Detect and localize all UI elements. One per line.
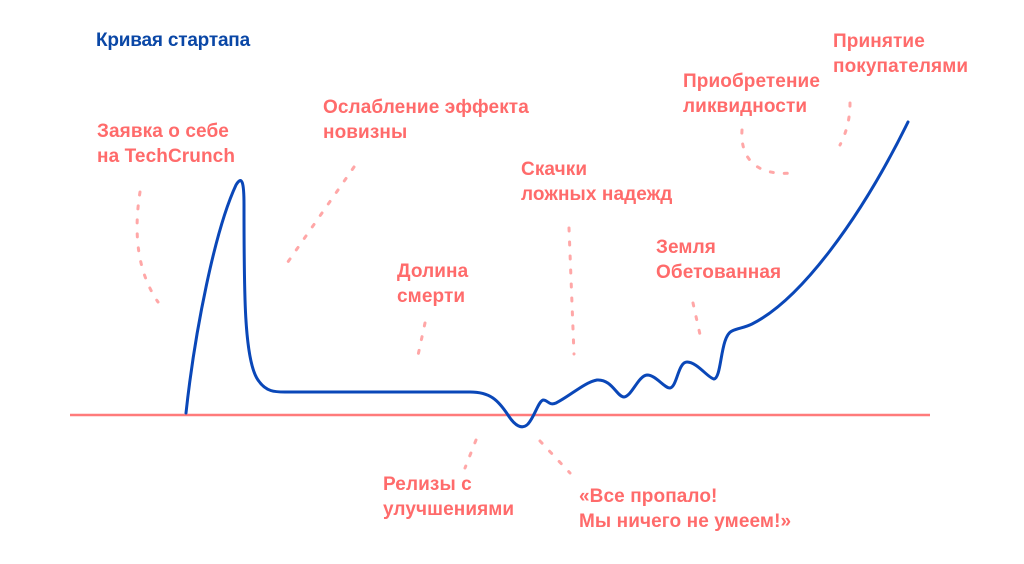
label-line: Обетованная	[656, 262, 782, 283]
label-line: Принятие	[833, 31, 925, 52]
leader-liquidity	[740, 128, 794, 175]
label-line: покупателями	[833, 56, 969, 77]
startup-curve	[184, 120, 910, 429]
leader-lines	[135, 101, 852, 475]
label-line: Земля	[656, 237, 716, 258]
label-line: новизны	[323, 122, 408, 143]
label-line: Скачки	[521, 159, 588, 180]
label-line: Заявка о себе	[97, 121, 229, 142]
leader-adoption	[838, 101, 852, 147]
label-line: Ослабление эффекта	[323, 97, 529, 118]
label-promised-land: Земля Обетованная	[656, 235, 781, 285]
label-liquidity: Приобретение ликвидности	[683, 69, 820, 119]
diagram-title: Кривая стартапа	[96, 30, 250, 51]
label-line: ложных надежд	[521, 184, 673, 205]
label-line: «Все пропало!	[579, 486, 718, 507]
label-line: на TechCrunch	[97, 146, 236, 167]
label-death-valley: Долина смерти	[397, 259, 468, 309]
label-line: ликвидности	[683, 96, 808, 117]
label-line: Приобретение	[683, 71, 821, 92]
label-techcrunch: Заявка о себе на TechCrunch	[97, 119, 235, 169]
leader-false-hope	[567, 226, 576, 356]
leader-promised-land	[691, 301, 703, 341]
label-line: Мы ничего не умеем!»	[579, 511, 792, 532]
label-releases: Релизы с улучшениями	[383, 472, 514, 522]
leader-novelty	[281, 165, 356, 271]
label-line: Релизы с	[383, 474, 472, 495]
label-all-lost: «Все пропало! Мы ничего не умеем!»	[579, 484, 791, 534]
leader-techcrunch	[135, 190, 160, 304]
label-line: улучшениями	[383, 499, 515, 520]
label-line: смерти	[397, 286, 466, 307]
leader-releases	[463, 438, 478, 470]
label-line: Долина	[397, 261, 469, 282]
label-adoption: Принятие покупателями	[833, 29, 968, 79]
leader-all-lost	[538, 439, 572, 475]
leader-death-valley	[415, 321, 427, 362]
label-false-hope: Скачки ложных надежд	[521, 157, 672, 207]
label-novelty: Ослабление эффекта новизны	[323, 95, 529, 145]
